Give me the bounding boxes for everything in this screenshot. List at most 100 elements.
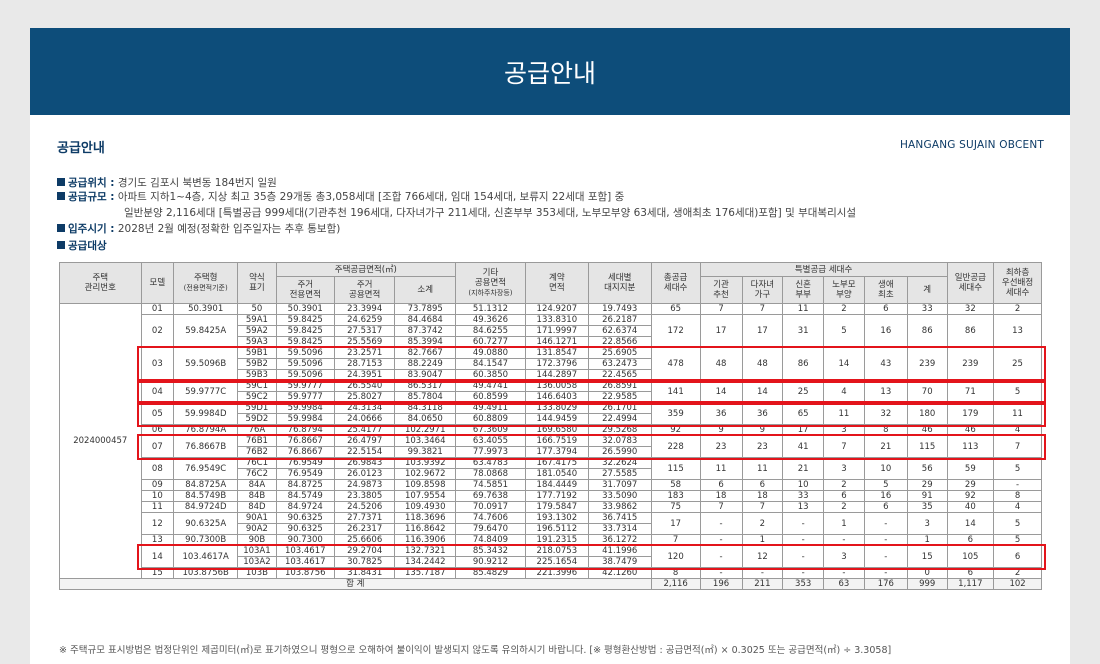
cell-common: 25.8027 xyxy=(333,391,396,403)
cell-type: 103.8756B xyxy=(173,567,239,579)
banner-title: 공급안내 xyxy=(503,58,596,88)
cell-general: 6 xyxy=(946,534,995,546)
cell-common: 27.5317 xyxy=(333,325,396,337)
cell-multi: 23 xyxy=(741,435,784,458)
cell-land: 26.8591 xyxy=(587,380,652,392)
cell-land: 22.4994 xyxy=(587,413,652,425)
cell-general: 71 xyxy=(946,380,995,403)
th-newly: 신혼 부부 xyxy=(782,276,825,304)
cell-multi: 9 xyxy=(741,424,784,436)
cell-general: 6 xyxy=(946,567,995,579)
bullet-square-icon xyxy=(57,241,65,249)
cell-other: 49.4911 xyxy=(455,402,526,414)
bullet-square-icon xyxy=(57,192,65,200)
cell-contract: 218.0753 xyxy=(524,545,589,557)
cell-type: 76.9549C xyxy=(173,457,239,480)
cell-contract: 181.0540 xyxy=(524,468,589,480)
cell-common: 30.7825 xyxy=(333,556,396,568)
cell-subtotal: 134.2442 xyxy=(394,556,457,568)
table-row: 15 103.8756B 103B 103.8756 31.8431 135.7187 85… xyxy=(60,567,1042,579)
cell-land: 38.7479 xyxy=(587,556,652,568)
cell-common: 24.5206 xyxy=(333,501,396,513)
cell-land: 29.5268 xyxy=(587,424,652,436)
cell-contract: 193.1302 xyxy=(524,512,589,524)
table-row: 06 76.8794A 76A 76.8794 25.4177 102.2971 67.36… xyxy=(60,424,1042,436)
cell-land: 31.7097 xyxy=(587,479,652,491)
cell-land: 22.4565 xyxy=(587,369,652,381)
cell-first: 43 xyxy=(863,347,908,381)
cell-common: 26.4797 xyxy=(333,435,396,447)
cell-common: 26.2317 xyxy=(333,523,396,535)
cell-model: 02 xyxy=(140,314,175,348)
cell-newly: 31 xyxy=(782,314,825,348)
cell-general: 32 xyxy=(946,303,995,315)
cell-other: 60.8599 xyxy=(455,391,526,403)
cell-common: 23.3805 xyxy=(333,490,396,502)
cell-inst: 11 xyxy=(699,457,743,480)
cell-common: 23.2571 xyxy=(333,347,396,359)
cell-other: 67.3609 xyxy=(455,424,526,436)
cell-abbr: 76C2 xyxy=(237,468,277,480)
cell-sum: 1 xyxy=(906,534,948,546)
cell-abbr: 90B xyxy=(237,534,277,546)
cell-total: 478 xyxy=(650,347,701,381)
cell-model: 12 xyxy=(140,512,175,535)
cell-land: 27.5585 xyxy=(587,468,652,480)
cell-elder: 7 xyxy=(823,435,865,458)
cell-exclusive: 103.8756 xyxy=(275,567,335,579)
cell-common: 24.9873 xyxy=(333,479,396,491)
cell-exclusive: 76.8667 xyxy=(275,446,335,458)
cell-type: 76.8794A xyxy=(173,424,239,436)
cell-other: 84.1547 xyxy=(455,358,526,370)
section-title: 공급안내 xyxy=(57,141,105,156)
supply-table: 주택 관리번호 모델 주택형 (전용면적기준) 약식 표기 주택공급면적(㎡) 기… xyxy=(59,262,1042,590)
cell-type: 84.9724D xyxy=(173,501,239,513)
cell-other: 63.4055 xyxy=(455,435,526,447)
cell-other: 74.5851 xyxy=(455,479,526,491)
cell-other: 49.3626 xyxy=(455,314,526,326)
cell-lowest: 5 xyxy=(993,534,1042,546)
cell-land: 26.5990 xyxy=(587,446,652,458)
cell-subtotal: 103.9392 xyxy=(394,457,457,469)
cell-other: 49.0880 xyxy=(455,347,526,359)
cell-type: 84.8725A xyxy=(173,479,239,491)
total-first: 176 xyxy=(863,578,908,590)
cell-common: 26.5540 xyxy=(333,380,396,392)
cell-sum: 15 xyxy=(906,545,948,568)
cell-subtotal: 85.7804 xyxy=(394,391,457,403)
cell-general: 105 xyxy=(946,545,995,568)
info-move-in: 입주시기 : 2028년 2월 예정(정확한 입주일자는 추후 통보함) xyxy=(57,223,1047,236)
cell-inst: 36 xyxy=(699,402,743,425)
cell-model: 04 xyxy=(140,380,175,403)
cell-other: 77.9973 xyxy=(455,446,526,458)
cell-subtotal: 107.9554 xyxy=(394,490,457,502)
cell-subtotal: 84.0650 xyxy=(394,413,457,425)
cell-exclusive: 59.5096 xyxy=(275,369,335,381)
cell-multi: 2 xyxy=(741,512,784,535)
th-subtotal: 소계 xyxy=(394,276,457,304)
cell-subtotal: 83.9047 xyxy=(394,369,457,381)
cell-exclusive: 59.8425 xyxy=(275,314,335,326)
table-row: 09 84.8725A 84A 84.8725 24.9873 109.8598 74.58… xyxy=(60,479,1042,491)
bullet-square-icon xyxy=(57,178,65,186)
cell-exclusive: 90.6325 xyxy=(275,523,335,535)
cell-sum: 33 xyxy=(906,303,948,315)
cell-abbr: 59D2 xyxy=(237,413,277,425)
cell-exclusive: 84.9724 xyxy=(275,501,335,513)
cell-multi: 48 xyxy=(741,347,784,381)
cell-subtotal: 116.3906 xyxy=(394,534,457,546)
cell-total: 228 xyxy=(650,435,701,458)
cell-multi: 17 xyxy=(741,314,784,348)
cell-common: 26.9843 xyxy=(333,457,396,469)
info-scale-line2: 일반분양 2,116세대 [특별공급 999세대(기관추천 196세대, 다자녀… xyxy=(124,207,857,219)
table-row: 59D2 59.9984 24.0666 84.0650 60.8809 144.9459… xyxy=(60,413,1042,425)
info-scale: 공급규모 : 아파트 지하1~4층, 지상 최고 35층 29개동 총3,058… xyxy=(57,191,1047,204)
cell-common: 24.3951 xyxy=(333,369,396,381)
cell-type: 84.5749B xyxy=(173,490,239,502)
cell-abbr: 59A2 xyxy=(237,325,277,337)
cell-contract: 136.0058 xyxy=(524,380,589,392)
cell-exclusive: 84.5749 xyxy=(275,490,335,502)
cell-elder: 3 xyxy=(823,457,865,480)
cell-general: 179 xyxy=(946,402,995,425)
cell-type: 103.4617A xyxy=(173,545,239,568)
